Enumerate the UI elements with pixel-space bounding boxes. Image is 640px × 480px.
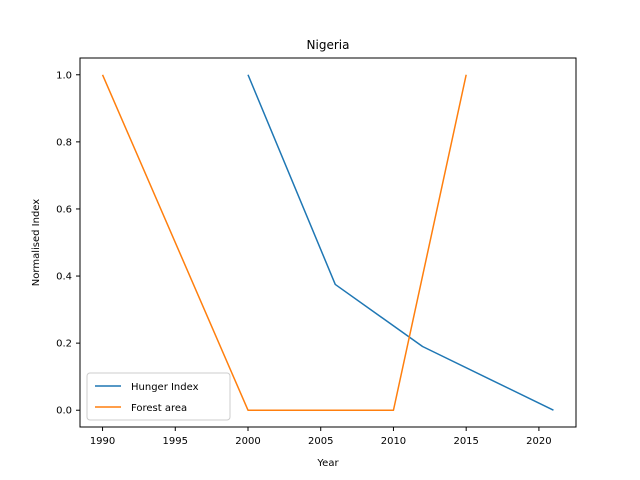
chart-title: Nigeria bbox=[307, 38, 350, 52]
y-tick-label: 0.0 bbox=[56, 406, 72, 417]
y-axis-label: Normalised Index bbox=[31, 199, 42, 286]
legend: Hunger Index Forest area bbox=[86, 372, 231, 421]
y-tick-label: 0.4 bbox=[56, 272, 72, 283]
x-tick-label: 2005 bbox=[308, 436, 333, 447]
series-line-hunger-index bbox=[247, 74, 554, 411]
legend-box bbox=[86, 372, 231, 421]
y-tick-label: 1.0 bbox=[56, 70, 72, 81]
x-tick-label: 2010 bbox=[381, 436, 406, 447]
plot-frame bbox=[79, 57, 577, 428]
x-tick-label: 1990 bbox=[90, 436, 115, 447]
series-line-forest-area bbox=[101, 74, 467, 411]
x-axis-ticks: 1990 1995 2000 2005 2010 2015 2020 bbox=[90, 427, 552, 447]
x-tick-label: 2015 bbox=[453, 436, 478, 447]
x-tick-label: 2020 bbox=[526, 436, 551, 447]
x-tick-label: 1995 bbox=[163, 436, 188, 447]
y-axis-ticks: 0.0 0.2 0.4 0.6 0.8 1.0 bbox=[56, 70, 80, 417]
legend-label-hunger-index: Hunger Index bbox=[131, 382, 199, 393]
legend-label-forest-area: Forest area bbox=[131, 403, 187, 414]
y-tick-label: 0.6 bbox=[56, 204, 72, 215]
x-axis-label: Year bbox=[316, 458, 339, 469]
series-layer bbox=[101, 74, 554, 411]
y-tick-label: 0.2 bbox=[56, 339, 72, 350]
y-tick-label: 0.8 bbox=[56, 137, 72, 148]
x-tick-label: 2000 bbox=[235, 436, 260, 447]
